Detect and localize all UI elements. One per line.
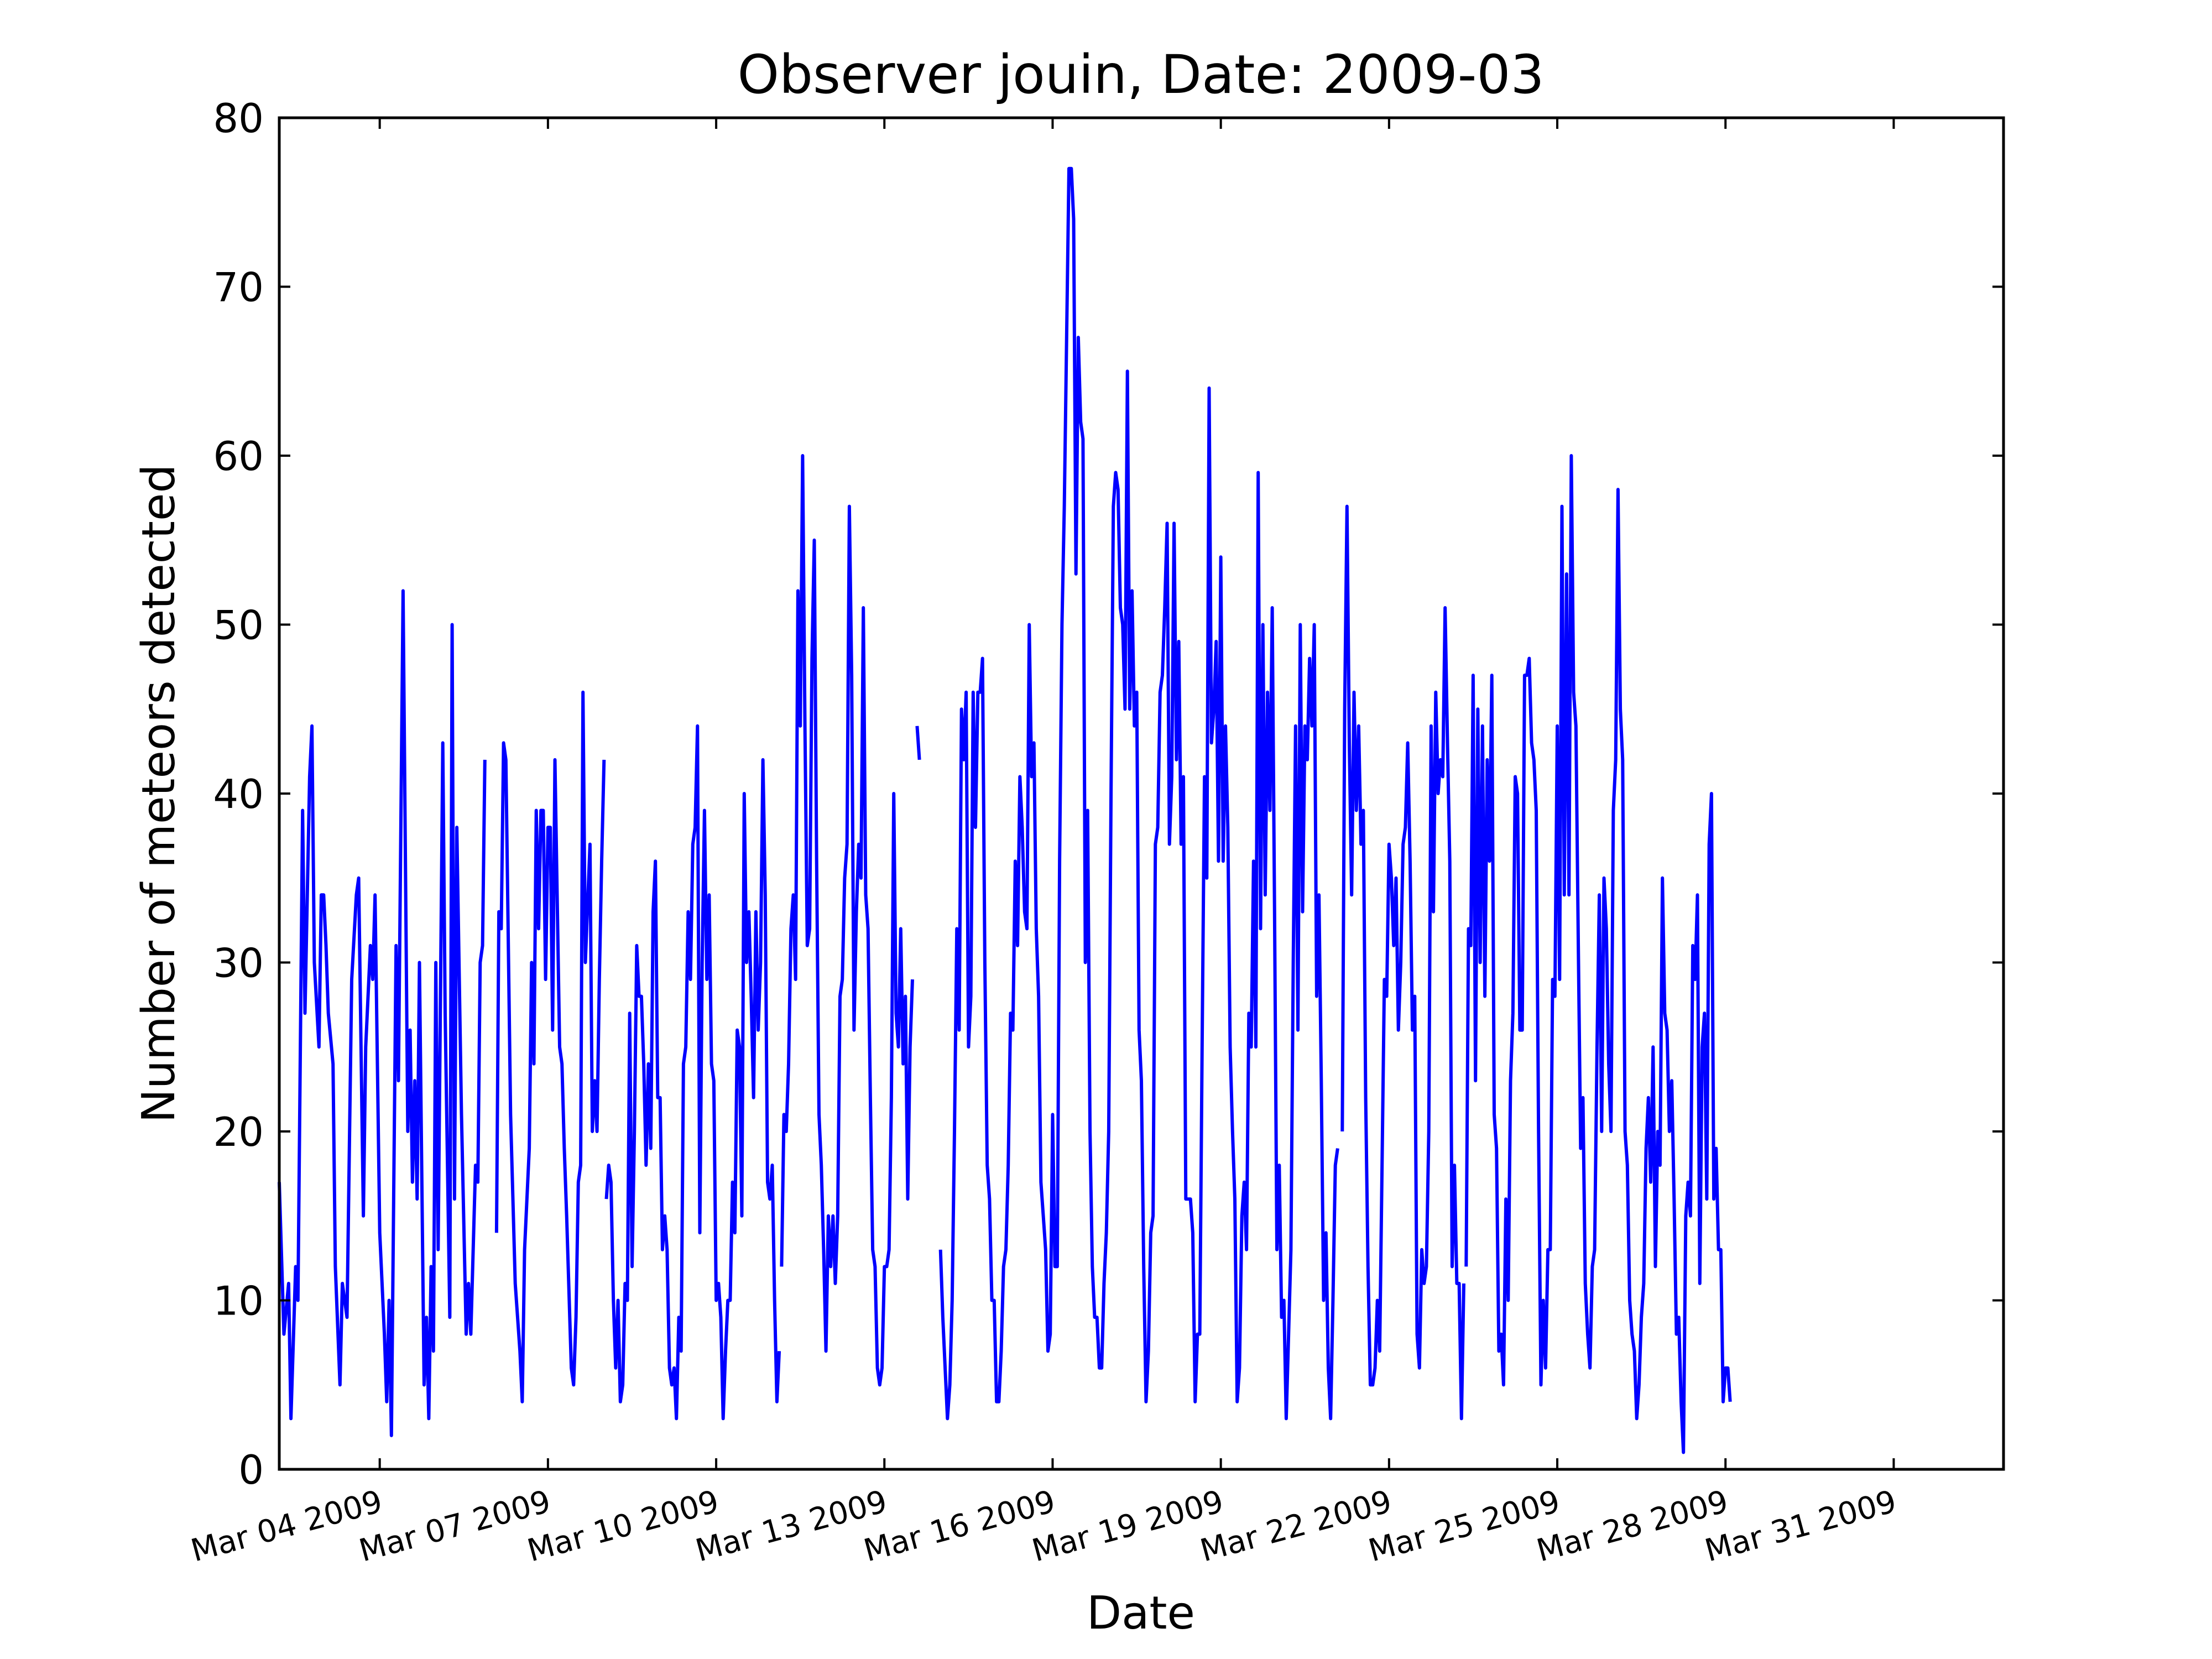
y-tick-label: 50 <box>213 602 264 649</box>
y-tick-label: 70 <box>213 264 264 311</box>
series-line-segment <box>915 726 921 760</box>
x-axis-label: Date <box>1087 1587 1195 1640</box>
y-tick-label: 80 <box>213 95 264 142</box>
y-tick-label: 20 <box>213 1109 264 1155</box>
chart-title: Observer jouin, Date: 2009-03 <box>737 44 1544 106</box>
series-line-segment <box>1464 454 1732 1454</box>
series-line-segment <box>278 589 487 1437</box>
y-tick-label: 10 <box>213 1278 264 1324</box>
series-line-segment <box>604 724 781 1421</box>
y-axis: 0 10 20 30 40 50 60 70 80 <box>213 95 2004 1493</box>
y-tick-label: 60 <box>213 433 264 479</box>
y-tick-label: 40 <box>213 771 264 817</box>
y-tick-label: 30 <box>213 940 264 987</box>
plot-area <box>278 166 1732 1454</box>
series-line-segment <box>1340 504 1465 1421</box>
series-line-segment <box>780 454 914 1387</box>
y-axis-label: Number of meteors detected <box>133 464 185 1123</box>
y-tick-label: 0 <box>238 1447 264 1493</box>
series-line-segment <box>938 166 1339 1421</box>
series-line-segment <box>494 690 606 1404</box>
